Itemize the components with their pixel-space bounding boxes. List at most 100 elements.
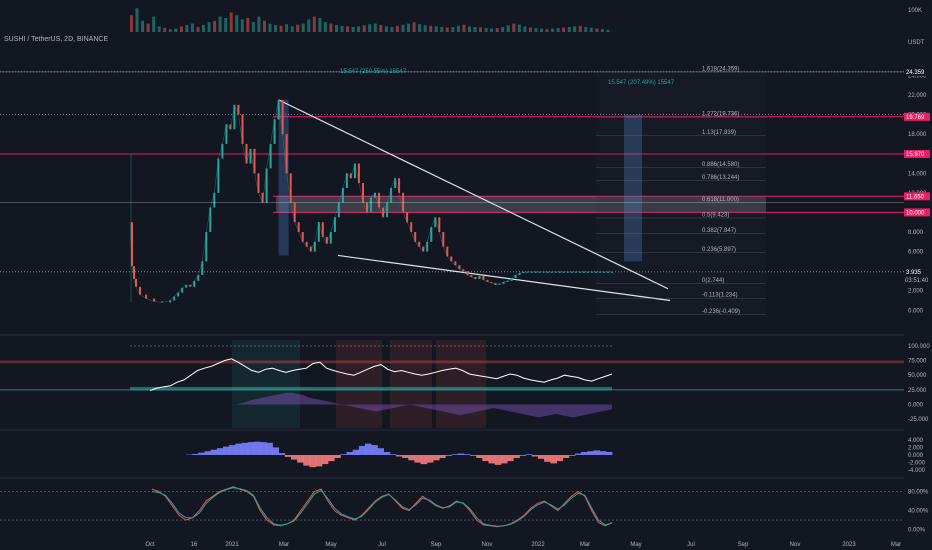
volume-bar [390, 27, 394, 32]
price-tick-label: 8.000 [908, 230, 924, 236]
time-axis[interactable]: Oct 16 2021 Mar May Jul Sep Nov 2022 Mar May Jul Sep… [145, 542, 901, 548]
wedge-lower-line [337, 254, 671, 302]
volume-bar [578, 25, 582, 32]
price-candle [285, 134, 288, 174]
price-candle [578, 271, 581, 273]
price-candle [337, 202, 340, 218]
price-badge [904, 267, 930, 276]
osc-tick-label: 0.000 [908, 403, 924, 409]
price-candle [374, 192, 376, 198]
volume-bar [445, 27, 449, 32]
volume-bar [285, 24, 289, 32]
histogram-bar [210, 449, 218, 455]
price-badge [904, 192, 930, 201]
volume-bar [418, 24, 422, 32]
osc-tick-label: 25.000 [908, 388, 927, 394]
volume-bar [279, 25, 283, 32]
volume-bar [479, 27, 482, 32]
time-tick-label: Oct [145, 542, 155, 548]
price-line [129, 99, 612, 303]
fib-label: -0.113(1.234) [702, 293, 738, 299]
histogram-bar [303, 455, 310, 466]
volume-bar [263, 20, 266, 32]
volume-bar [168, 29, 172, 32]
histogram-bar [414, 455, 421, 463]
price-candle [133, 266, 135, 279]
price-candle [237, 104, 240, 115]
oversold-band [130, 386, 612, 391]
overbought-band [0, 360, 904, 364]
price-candle [269, 143, 272, 169]
price-candle [370, 197, 372, 213]
price-pane[interactable]: 1.618(24.359) 1.272(19.736) 1.13(17.839) 0.… [0, 66, 904, 479]
measure-box [624, 114, 642, 262]
price-candle [462, 269, 465, 272]
volume-bar [307, 19, 311, 32]
osc-tick-label: 0.000 [908, 453, 924, 459]
histogram-bar [500, 455, 508, 464]
price-candle [542, 271, 545, 273]
price-tick-label: 22.000 [908, 93, 927, 99]
volume-bar [190, 23, 194, 32]
osc-area [130, 392, 612, 418]
price-candle [313, 241, 316, 252]
volume-bar [235, 15, 239, 32]
osc-zone [390, 340, 432, 428]
price-tick-label: 14.000 [908, 171, 927, 177]
histogram-bar [216, 448, 224, 455]
price-axis[interactable]: USDT24.00022.00020.00018.00016.00014.000… [904, 40, 930, 314]
histogram-bar [192, 453, 199, 455]
volume-bar [440, 27, 444, 32]
volume-bar [357, 26, 361, 32]
volume-bar [301, 23, 305, 32]
price-candle [538, 271, 541, 273]
time-tick-label: Jul [687, 542, 695, 548]
volume-bar [595, 28, 599, 32]
volume-bar [506, 25, 510, 32]
price-candle [474, 277, 477, 279]
price-candle [233, 104, 236, 130]
volume-bar [573, 26, 577, 32]
fib-label: 0.5(9.423) [702, 213, 729, 219]
volume-bar [185, 25, 189, 32]
volume-bar [296, 24, 300, 32]
countdown-label: 03:51:40 [905, 278, 929, 284]
volume-bar [473, 27, 477, 32]
price-candle [510, 278, 513, 281]
price-badge-text: 15.970 [906, 152, 925, 158]
price-candle [161, 301, 164, 303]
price-candle [333, 217, 336, 232]
price-candle [345, 173, 348, 188]
histogram-bar [272, 447, 279, 455]
price-badge [904, 112, 930, 121]
price-candle [181, 287, 184, 293]
volume-bar [534, 28, 538, 32]
time-tick-label: Mar [891, 542, 901, 548]
histogram-bar [605, 452, 613, 455]
volume-bar [224, 18, 228, 32]
volume-bar [246, 18, 250, 32]
histogram-bar [266, 442, 273, 455]
price-candle [406, 212, 409, 223]
price-tick-label: 24.000 [908, 73, 927, 79]
price-candle [482, 276, 485, 280]
price-candle [426, 241, 429, 252]
osc-tick-label: 40.00% [908, 509, 929, 515]
time-tick-label: 2022 [531, 542, 545, 548]
fib-label: 0.382(7.847) [702, 228, 736, 234]
histogram-bar [531, 455, 539, 457]
histogram-bar [457, 453, 465, 455]
histogram-bar [408, 455, 415, 461]
price-candle [253, 148, 256, 174]
volume-bar [545, 29, 549, 32]
volume-bar [540, 28, 543, 32]
histogram-bar [445, 455, 452, 456]
price-candle [362, 183, 364, 203]
volume-bar [512, 23, 516, 32]
volume-bar [346, 26, 350, 32]
volume-bar [335, 25, 338, 32]
price-candle [486, 279, 489, 282]
volume-bar [251, 22, 255, 32]
stoch-line [151, 487, 613, 527]
